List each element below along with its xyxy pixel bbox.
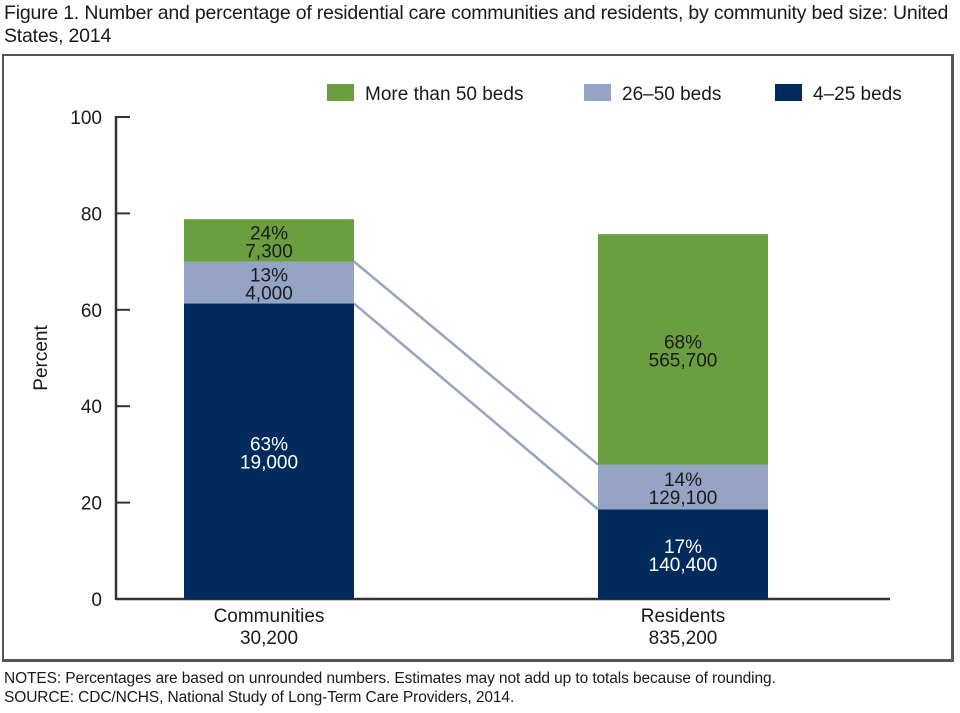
y-axis: 0 20 40 60 80 100 Percent — [31, 108, 890, 611]
y-tick-label: 0 — [91, 590, 102, 611]
legend-swatch — [584, 84, 611, 101]
data-label-count: 7,300 — [245, 241, 293, 262]
bar-segment-residents-more-than_50 — [598, 234, 768, 465]
legend: More than 50 beds 26–50 beds 4–25 beds — [327, 84, 902, 105]
figure-title: Figure 1. Number and percentage of resid… — [4, 2, 949, 47]
notes-line: NOTES: Percentages are based on unrounde… — [4, 670, 776, 687]
y-tick-label: 20 — [81, 494, 102, 515]
data-label-percent: 17% — [664, 537, 702, 558]
legend-label: More than 50 beds — [365, 84, 523, 105]
bars: 63%19,000 13%4,000 24%7,300 17%140,400 14%12… — [184, 219, 768, 599]
data-label-percent: 14% — [664, 470, 702, 491]
x-tick-total: 30,200 — [240, 628, 298, 649]
y-tick-label: 100 — [70, 108, 102, 129]
x-tick-total: 835,200 — [649, 628, 718, 649]
y-tick-label: 80 — [81, 204, 102, 225]
data-label-count: 19,000 — [240, 452, 298, 473]
legend-swatch — [775, 84, 802, 101]
legend-label: 26–50 beds — [622, 84, 721, 105]
bar-segment-communities-more-than_50 — [184, 219, 354, 262]
data-label-count: 140,400 — [649, 555, 718, 576]
data-label-count: 4,000 — [245, 284, 293, 305]
legend-label: 4–25 beds — [813, 84, 902, 105]
legend-swatch — [327, 84, 354, 101]
source-line: SOURCE: CDC/NCHS, National Study of Long… — [4, 689, 515, 706]
data-label-count: 129,100 — [649, 488, 718, 509]
bar-segment-communities-4-25 — [184, 303, 354, 599]
data-label-count: 565,700 — [649, 350, 718, 371]
x-tick-label: Residents — [641, 606, 726, 627]
y-axis-title: Percent — [31, 325, 52, 391]
y-tick-label: 60 — [81, 301, 102, 322]
bar-segment-residents-4-25 — [598, 509, 768, 599]
notes: NOTES: Percentages are based on unrounde… — [4, 669, 776, 707]
y-tick-label: 40 — [81, 397, 102, 418]
bar-segment-communities-26-50 — [184, 261, 354, 304]
data-label-percent: 13% — [250, 266, 288, 287]
chart-frame — [2, 54, 954, 662]
bar-segment-residents-26-50 — [598, 464, 768, 510]
x-tick-label: Communities — [214, 606, 325, 627]
data-label-percent: 68% — [664, 332, 702, 353]
connector-line — [353, 260, 599, 466]
connector-line — [353, 302, 599, 511]
data-label-percent: 63% — [250, 434, 288, 455]
connector-lines — [353, 260, 599, 511]
data-label-percent: 24% — [250, 223, 288, 244]
